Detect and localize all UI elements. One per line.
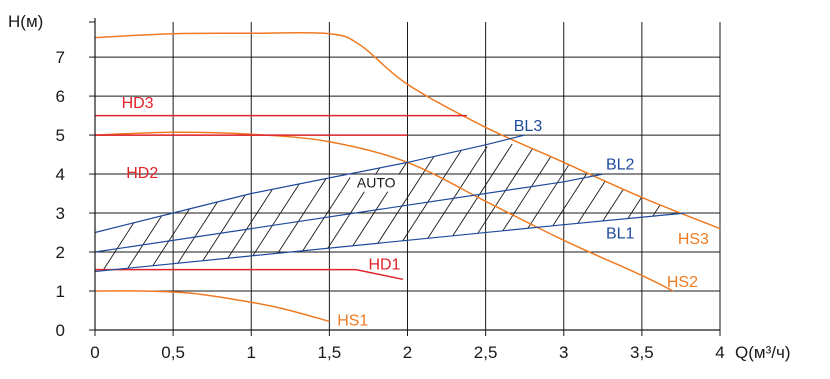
- curve-bl3: [94, 134, 525, 234]
- x-tick-label: 0: [90, 343, 99, 362]
- hatch-line: [552, 172, 588, 227]
- x-tick-label: 2: [403, 343, 412, 362]
- y-tick-label: 0: [56, 321, 65, 340]
- hatch-line: [302, 173, 354, 252]
- hatch-line: [627, 197, 642, 219]
- x-axis-title: Q(м³/ч): [735, 343, 790, 362]
- curve-labels: HS1 HS2 HS3 HD1 HD2 HD3 BL1 BL2 BL3: [122, 95, 709, 330]
- y-tick-label: 7: [56, 48, 65, 67]
- grid: [95, 22, 721, 330]
- y-tick-label: 5: [56, 126, 65, 145]
- curve-label-hd2: HD2: [126, 165, 158, 182]
- axes: [89, 18, 721, 336]
- hatch-line: [602, 188, 624, 222]
- x-tick-label: 3,5: [630, 343, 654, 362]
- x-tick-label: 1,5: [318, 343, 342, 362]
- hatch-line: [202, 194, 246, 262]
- hatch-line: [402, 150, 462, 242]
- x-tick-label: 0,5: [161, 343, 185, 362]
- hatch-line: [527, 164, 570, 229]
- y-axis-title: H(м): [8, 12, 43, 31]
- hatch-line: [277, 178, 327, 254]
- x-tick-label: 3: [559, 343, 568, 362]
- curve-bl2: [94, 173, 603, 253]
- curve-hd1: [95, 268, 403, 281]
- hatch-line: [102, 222, 135, 271]
- curve-label-hd3: HD3: [122, 95, 154, 112]
- hatch-line: [502, 156, 552, 232]
- y-tick-label: 1: [56, 282, 65, 301]
- curve-label-hs3: HS3: [678, 231, 709, 248]
- x-tick-label: 4: [715, 343, 724, 362]
- y-tick-label: 4: [56, 165, 65, 184]
- hatch-line: [652, 204, 661, 217]
- curve-label-bl1: BL1: [606, 225, 635, 242]
- curve-label-bl2: BL2: [606, 156, 635, 173]
- curve-hs1: [94, 290, 330, 323]
- y-tick-label: 6: [56, 87, 65, 106]
- curve-label-bl3: BL3: [514, 118, 543, 135]
- y-tick-label: 3: [56, 204, 65, 223]
- y-tick-label: 2: [56, 243, 65, 262]
- curves: [94, 31, 721, 323]
- auto-label-background: [350, 174, 403, 192]
- hatch-line: [177, 201, 218, 264]
- curve-label-hs1: HS1: [337, 312, 368, 329]
- x-tick-label: 1: [247, 343, 256, 362]
- hatch-line: [252, 183, 300, 257]
- hatch-line: [427, 146, 488, 239]
- curve-label-hs2: HS2: [667, 274, 698, 291]
- curve-bl1: [94, 212, 686, 273]
- hatch-line: [452, 143, 513, 237]
- hatch-line: [377, 156, 435, 244]
- hatch-line: [227, 189, 273, 259]
- x-tick-label: 2,5: [474, 343, 498, 362]
- hatch-line: [577, 180, 606, 224]
- curve-label-hd1: HD1: [368, 257, 400, 274]
- hatch-line: [152, 208, 190, 266]
- auto-region-label: AUTO: [357, 175, 396, 191]
- curve-hs3: [94, 31, 721, 230]
- hatch-line: [127, 215, 163, 269]
- tick-labels: 0 1 2 3 4 5 6 7 0 0,5 1 1,5 2 2,5 3 3,5 4: [56, 48, 725, 362]
